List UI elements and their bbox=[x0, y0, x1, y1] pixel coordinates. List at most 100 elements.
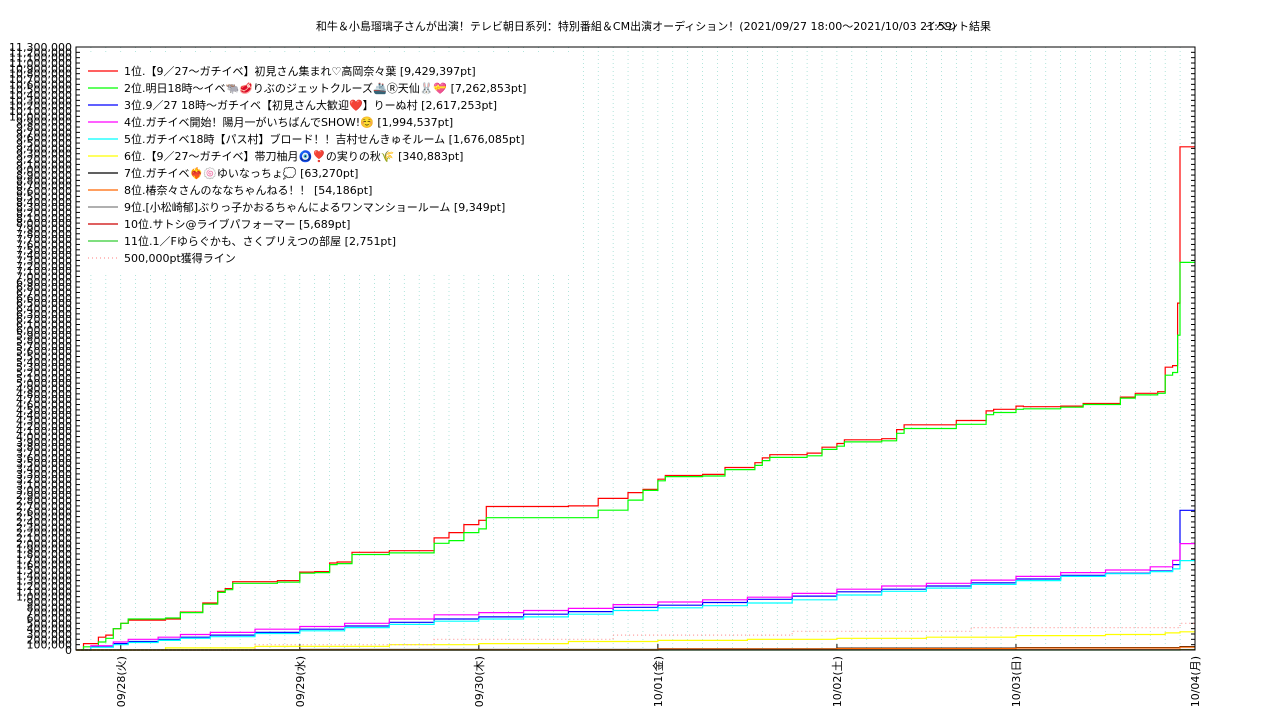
y-tick-label: 8,200,000 bbox=[16, 206, 72, 219]
y-tick-label: 2,500,000 bbox=[16, 511, 72, 524]
y-tick-label: 9,500,000 bbox=[16, 137, 72, 150]
legend-entry: 4位.ガチイベ開始！陽月一がいちばんでSHOW!☺️ [1,994,537pt] bbox=[124, 115, 453, 129]
series-line bbox=[76, 146, 1195, 651]
legend-entry: 7位.ガチイベ❤️‍🔥🍥ゆいなっちょ💭 [63,270pt] bbox=[124, 166, 358, 180]
y-tick-label: 4,400,000 bbox=[16, 409, 72, 422]
y-tick-label: 7,900,000 bbox=[16, 222, 72, 235]
legend-entry: 1位.【9／27〜ガチイベ】初見さん集まれ♡高岡奈々葉 [9,429,397pt… bbox=[124, 64, 476, 78]
y-tick-label: 6,400,000 bbox=[16, 302, 72, 315]
y-tick-label: 2,200,000 bbox=[16, 527, 72, 540]
y-tick-label: 3,400,000 bbox=[16, 463, 72, 476]
legend-entry: 3位.9／27 18時〜ガチイベ【初見さん大歓迎❤️】りーぬ村 [2,617,2… bbox=[124, 98, 497, 112]
y-tick-label: 200,000 bbox=[27, 633, 73, 646]
x-tick-label: 10/01(金) bbox=[651, 656, 665, 707]
x-tick-label: 09/28(火) bbox=[115, 656, 128, 707]
y-tick-label: 1,100,000 bbox=[16, 585, 72, 598]
series-line bbox=[76, 543, 1195, 651]
y-tick-label: 500,000 bbox=[27, 617, 73, 630]
y-tick-label: 8,100,000 bbox=[16, 212, 72, 225]
legend-entry: 5位.ガチイベ18時【パス村】ブロード！！吉村せんきゅそルーム [1,676,0… bbox=[124, 132, 525, 146]
legend-entry: 500,000pt獲得ライン bbox=[124, 252, 236, 265]
y-tick-label: 7,100,000 bbox=[16, 265, 72, 278]
y-tick-label: 11,300,000 bbox=[9, 41, 72, 54]
legend: 1位.【9／27〜ガチイベ】初見さん集まれ♡高岡奈々葉 [9,429,397pt… bbox=[88, 64, 526, 265]
y-tick-label: 4,200,000 bbox=[16, 420, 72, 433]
y-tick-label: 8,000,000 bbox=[16, 217, 72, 230]
legend-entry: 8位.椿奈々さんのななちゃんねる！！ [54,186pt] bbox=[124, 183, 372, 197]
y-tick-label: 5,100,000 bbox=[16, 372, 72, 385]
y-tick-label: 2,600,000 bbox=[16, 505, 72, 518]
y-tick-label: 1,300,000 bbox=[16, 575, 72, 588]
y-tick-label: 7,400,000 bbox=[16, 249, 72, 262]
legend-entry: 9位.[小松崎郁]ぶりっ子かおるちゃんによるワンマンショールーム [9,349p… bbox=[124, 200, 505, 214]
y-tick-label: 1,600,000 bbox=[16, 559, 72, 572]
y-tick-label: 6,800,000 bbox=[16, 281, 72, 294]
y-tick-label: 7,700,000 bbox=[16, 233, 72, 246]
y-tick-label: 5,800,000 bbox=[16, 334, 72, 347]
y-tick-label: 5,700,000 bbox=[16, 340, 72, 353]
y-tick-label: 6,200,000 bbox=[16, 313, 72, 326]
y-tick-label: 11,000,000 bbox=[9, 57, 72, 70]
y-tick-label: 3,100,000 bbox=[16, 479, 72, 492]
y-tick-label: 4,000,000 bbox=[16, 431, 72, 444]
y-tick-label: 3,300,000 bbox=[16, 468, 72, 481]
y-tick-label: 5,400,000 bbox=[16, 356, 72, 369]
y-tick-label: 2,700,000 bbox=[16, 500, 72, 513]
y-tick-label: 8,900,000 bbox=[16, 169, 72, 182]
y-tick-label: 8,400,000 bbox=[16, 196, 72, 209]
y-tick-label: 1,400,000 bbox=[16, 569, 72, 582]
y-tick-label: 7,800,000 bbox=[16, 228, 72, 241]
y-tick-label: 9,600,000 bbox=[16, 132, 72, 145]
legend-entry: 2位.明日18時〜イベ🐃🥩りぶのジェットクルーズ🚢Ⓡ天仙🐰💝 [7,262,85… bbox=[124, 81, 526, 95]
y-tick-label: 900,000 bbox=[27, 596, 73, 609]
y-tick-label: 10,700,000 bbox=[9, 73, 72, 86]
y-tick-label: 11,200,000 bbox=[9, 46, 72, 59]
y-tick-label: 6,300,000 bbox=[16, 308, 72, 321]
y-tick-label: 2,900,000 bbox=[16, 489, 72, 502]
y-tick-label: 4,600,000 bbox=[16, 399, 72, 412]
y-tick-label: 8,300,000 bbox=[16, 201, 72, 214]
y-tick-label: 400,000 bbox=[27, 623, 73, 636]
y-tick-label: 3,000,000 bbox=[16, 484, 72, 497]
y-tick-label: 5,200,000 bbox=[16, 367, 72, 380]
y-tick-label: 2,800,000 bbox=[16, 495, 72, 508]
y-tick-label: 2,000,000 bbox=[16, 537, 72, 550]
y-tick-label: 9,900,000 bbox=[16, 116, 72, 129]
legend-entry: 11位.1／Fゆらぐかも、さくプリえつの部屋 [2,751pt] bbox=[124, 234, 396, 248]
y-tick-label: 2,400,000 bbox=[16, 516, 72, 529]
y-tick-label: 9,000,000 bbox=[16, 164, 72, 177]
y-tick-label: 3,900,000 bbox=[16, 436, 72, 449]
y-tick-label: 300,000 bbox=[27, 628, 73, 641]
y-tick-label: 4,300,000 bbox=[16, 415, 72, 428]
y-tick-label: 9,700,000 bbox=[16, 126, 72, 139]
y-tick-label: 1,700,000 bbox=[16, 553, 72, 566]
y-tick-label: 4,900,000 bbox=[16, 383, 72, 396]
y-tick-label: 8,500,000 bbox=[16, 190, 72, 203]
y-tick-label: 10,500,000 bbox=[9, 84, 72, 97]
y-tick-label: 2,300,000 bbox=[16, 521, 72, 534]
y-tick-label: 7,500,000 bbox=[16, 244, 72, 257]
y-tick-label: 6,600,000 bbox=[16, 292, 72, 305]
y-tick-label: 1,800,000 bbox=[16, 548, 72, 561]
y-tick-label: 6,700,000 bbox=[16, 286, 72, 299]
y-tick-label: 7,200,000 bbox=[16, 260, 72, 273]
y-tick-label: 9,200,000 bbox=[16, 153, 72, 166]
y-tick-label: 4,500,000 bbox=[16, 404, 72, 417]
legend-entry: 6位.【9／27〜ガチイベ】帯刀柚月🧿❣️の実りの秋🌾 [340,883pt] bbox=[124, 149, 463, 163]
y-tick-label: 10,300,000 bbox=[9, 94, 72, 107]
y-tick-label: 10,100,000 bbox=[9, 105, 72, 118]
y-tick-label: 10,600,000 bbox=[9, 78, 72, 91]
y-tick-label: 3,700,000 bbox=[16, 447, 72, 460]
y-tick-label: 9,100,000 bbox=[16, 158, 72, 171]
y-tick-label: 9,800,000 bbox=[16, 121, 72, 134]
y-tick-label: 3,600,000 bbox=[16, 452, 72, 465]
x-tick-label: 10/03(日) bbox=[1010, 656, 1023, 707]
y-tick-label: 10,800,000 bbox=[9, 68, 72, 81]
x-tick-label: 10/02(土) bbox=[831, 656, 844, 707]
y-tick-label: 1,000,000 bbox=[16, 591, 72, 604]
y-tick-label: 5,600,000 bbox=[16, 345, 72, 358]
y-tick-label: 1,900,000 bbox=[16, 543, 72, 556]
y-tick-label: 8,700,000 bbox=[16, 180, 72, 193]
x-tick-label: 09/29(水) bbox=[294, 656, 307, 707]
